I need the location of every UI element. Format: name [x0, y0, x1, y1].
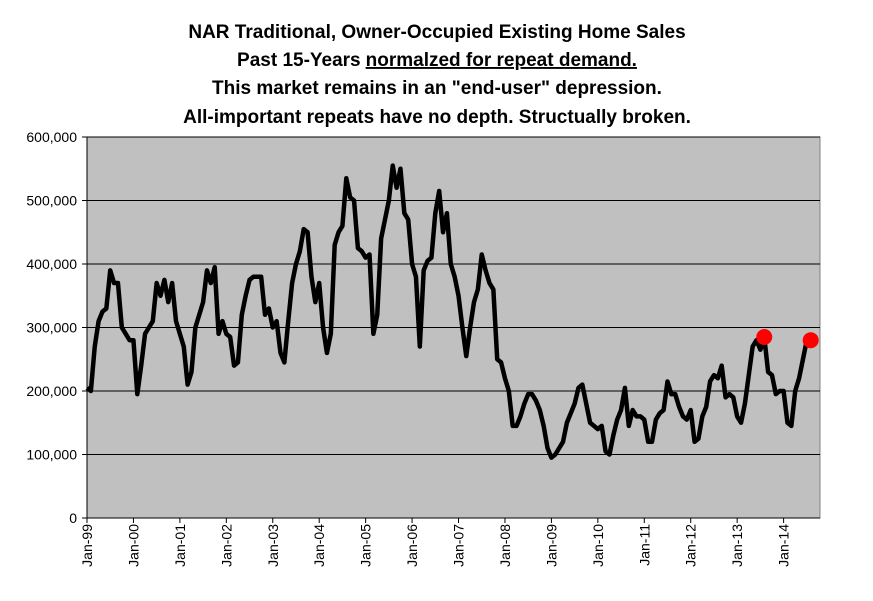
- x-tick-label: Jan-07: [451, 524, 467, 567]
- chart-title: This market remains in an "end-user" dep…: [212, 78, 662, 99]
- x-tick-label: Jan-05: [358, 524, 374, 567]
- title-emphasis: normalzed for repeat demand.: [366, 50, 637, 71]
- x-tick-label: Jan-03: [265, 524, 281, 567]
- x-tick-label: Jan-01: [172, 524, 188, 567]
- chart-title: NAR Traditional, Owner-Occupied Existing…: [188, 22, 685, 43]
- y-tick-label: 400,000: [26, 256, 77, 272]
- y-tick-label: 200,000: [26, 383, 77, 399]
- title-text: Past 15-Years: [237, 50, 361, 71]
- x-tick-label: Jan-99: [79, 524, 95, 567]
- chart-title: Past 15-Years normalzed for repeat demand…: [237, 50, 637, 71]
- x-tick-label: Jan-02: [218, 524, 234, 567]
- x-tick-label: Jan-08: [497, 524, 513, 567]
- x-tick-label: Jan-09: [543, 524, 559, 567]
- y-tick-label: 600,000: [26, 129, 77, 145]
- x-tick-label: Jan-13: [729, 524, 745, 567]
- y-tick-label: 0: [69, 510, 77, 526]
- y-tick-label: 300,000: [26, 320, 77, 336]
- x-tick-label: Jan-14: [776, 524, 792, 567]
- x-tick-label: Jan-11: [636, 524, 652, 566]
- chart-title: All-important repeats have no depth. Str…: [183, 107, 691, 128]
- x-tick-label: Jan-06: [404, 524, 420, 567]
- highlight-point: [756, 329, 773, 346]
- x-tick-label: Jan-04: [311, 524, 327, 567]
- x-tick-label: Jan-12: [683, 524, 699, 567]
- x-tick-label: Jan-00: [125, 524, 141, 567]
- series-line: [85, 163, 811, 460]
- x-tick-label: Jan-10: [590, 524, 606, 567]
- y-tick-label: 100,000: [26, 447, 77, 463]
- y-tick-label: 500,000: [26, 193, 77, 209]
- highlight-point: [802, 332, 819, 349]
